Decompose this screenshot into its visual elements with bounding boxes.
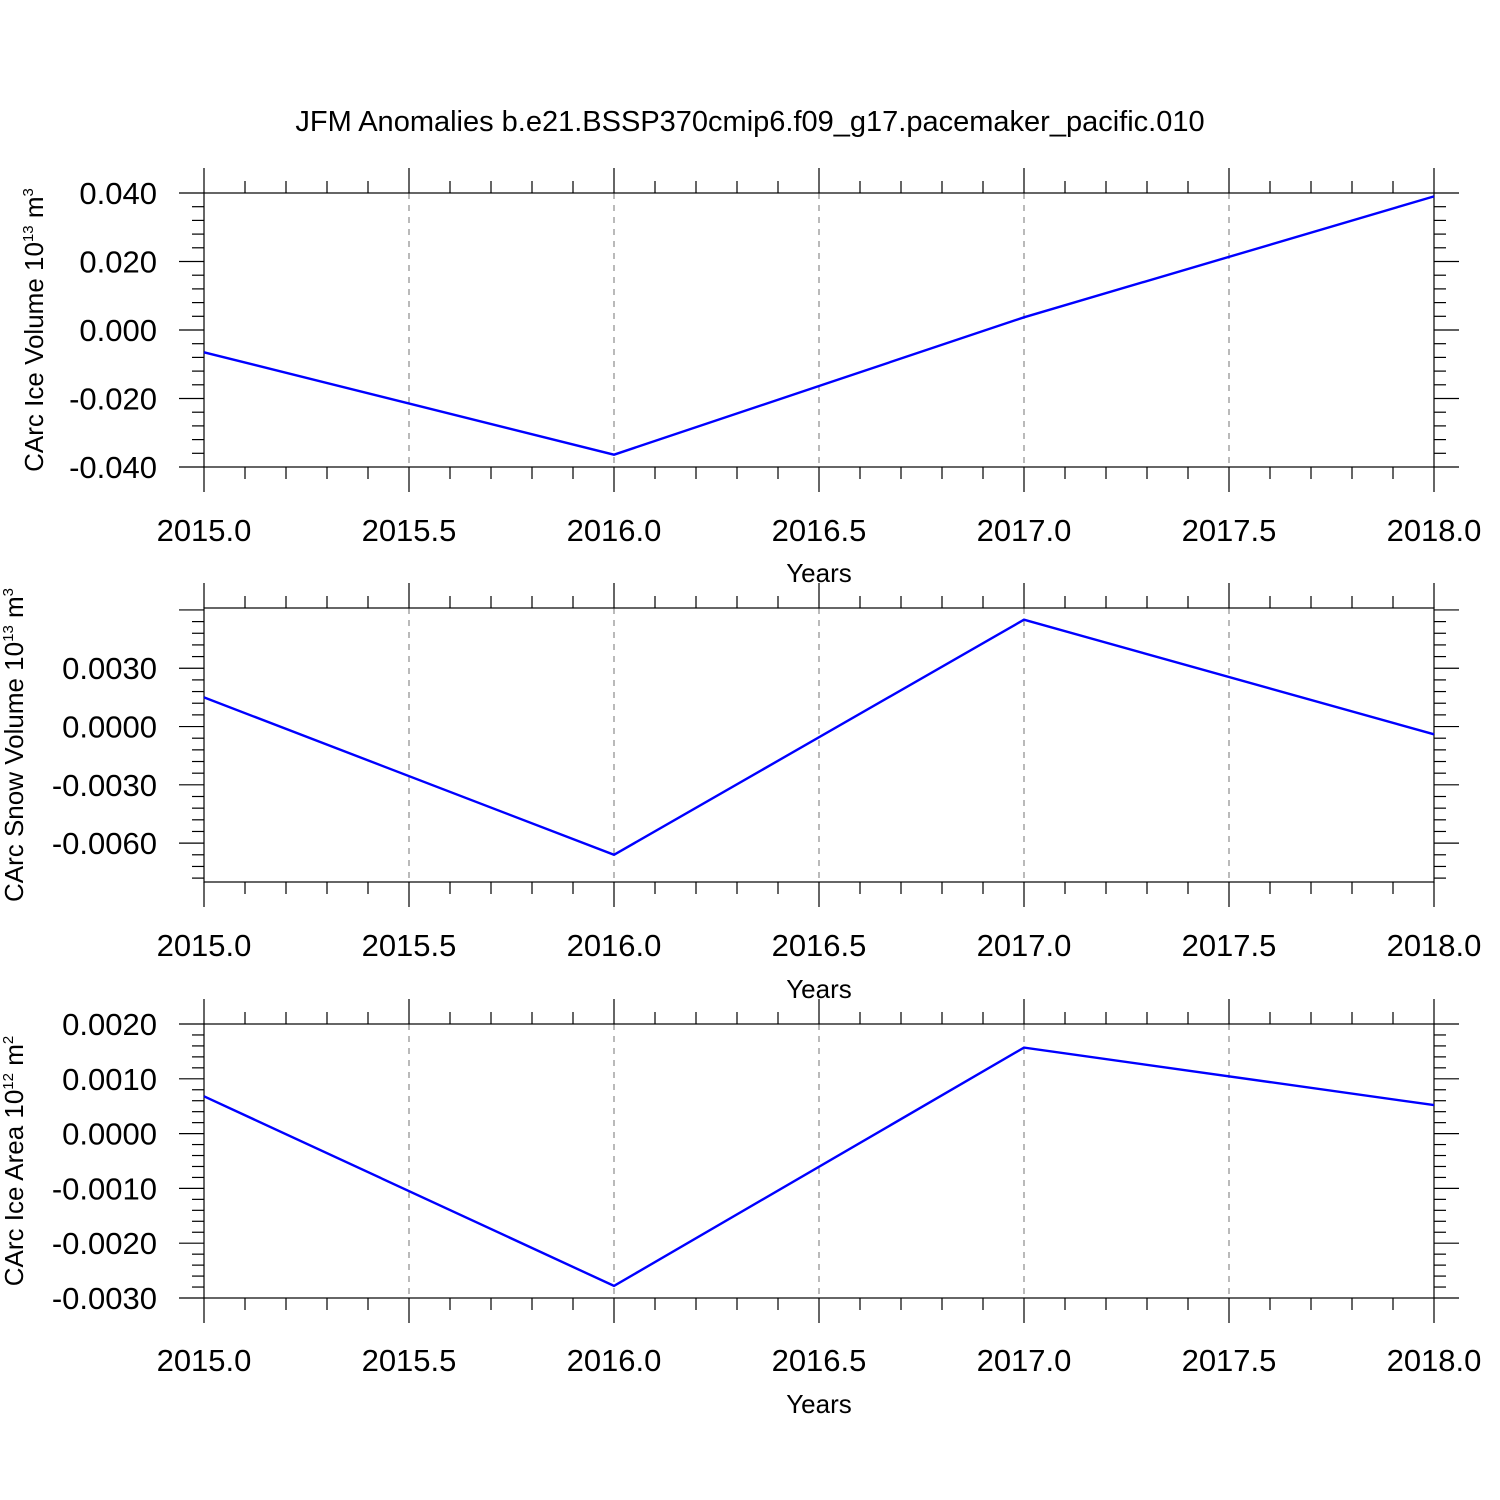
panels: 2015.0 2015.5 2016.0 2016.5 2017.0 2017.5 2018… — [0, 168, 1481, 1419]
x-tick-label: 2016.0 — [567, 928, 662, 963]
y-axis-label-unit: m — [0, 1044, 29, 1073]
panel-3: 2015.0 2015.5 2016.0 2016.5 2017.0 2017.5 2018… — [0, 999, 1481, 1419]
panel-2: 2015.0 2015.5 2016.0 2016.5 2017.0 2017.5 2018… — [0, 583, 1481, 1004]
series-line — [203, 618, 1435, 857]
x-tick-label: 2016.0 — [567, 513, 662, 548]
y-axis-label: CArc Snow Volume 1013 m3 — [0, 588, 29, 902]
series-line — [203, 1046, 1435, 1288]
y-tick-label: 0.000 — [79, 313, 157, 348]
y-tick-label: 0.0000 — [62, 710, 157, 745]
x-tick-label: 2017.0 — [977, 928, 1072, 963]
y-tick-label: 0.040 — [79, 176, 157, 211]
x-tick-label: 2015.0 — [157, 928, 252, 963]
x-tick-label: 2017.0 — [977, 1343, 1072, 1378]
y-tick-label: 0.0030 — [62, 651, 157, 686]
y-tick-label: 0.020 — [79, 245, 157, 280]
x-tick-label: 2015.5 — [362, 513, 457, 548]
y-axis-label-sup2: 3 — [20, 188, 37, 196]
y-tick-label: -0.0060 — [52, 826, 157, 861]
x-tick-label: 2015.5 — [362, 928, 457, 963]
x-tick-label: 2017.5 — [1182, 1343, 1277, 1378]
x-tick-label: 2016.0 — [567, 1343, 662, 1378]
y-axis-label: CArc Ice Area 1012 m2 — [0, 1036, 29, 1286]
y-tick-label: -0.020 — [69, 382, 157, 417]
series-line — [203, 195, 1435, 456]
y-axis-label-text: CArc Ice Volume 10 — [19, 242, 49, 472]
x-tick-label: 2016.5 — [772, 1343, 867, 1378]
y-tick-label: -0.0030 — [52, 1281, 157, 1316]
y-tick-label: -0.0010 — [52, 1171, 157, 1206]
x-tick-label: 2018.0 — [1387, 928, 1482, 963]
x-tick-label: 2015.0 — [157, 513, 252, 548]
y-axis-label-text: CArc Snow Volume 10 — [0, 642, 29, 902]
y-axis-label-sup2: 2 — [0, 1036, 17, 1044]
panel-1: 2015.0 2015.5 2016.0 2016.5 2017.0 2017.5 2018… — [19, 168, 1481, 588]
y-axis-label-text: CArc Ice Area 10 — [0, 1090, 29, 1287]
y-axis-label-unit: m — [19, 196, 49, 225]
y-tick-label: 0.0000 — [62, 1117, 157, 1152]
x-tick-label: 2017.0 — [977, 513, 1072, 548]
x-tick-label: 2015.0 — [157, 1343, 252, 1378]
y-axis-label-unit: m — [0, 596, 29, 625]
figure-title: JFM Anomalies b.e21.BSSP370cmip6.f09_g17… — [295, 106, 1204, 138]
x-tick-label: 2015.5 — [362, 1343, 457, 1378]
y-tick-label: -0.0020 — [52, 1226, 157, 1261]
x-tick-label: 2016.5 — [772, 513, 867, 548]
x-tick-label: 2018.0 — [1387, 1343, 1482, 1378]
y-tick-label: 0.0010 — [62, 1062, 157, 1097]
y-axis-label-sup1: 13 — [20, 225, 37, 242]
y-axis-label-sup1: 12 — [0, 1073, 17, 1090]
y-tick-label: 0.0020 — [62, 1007, 157, 1042]
x-tick-label: 2018.0 — [1387, 513, 1482, 548]
x-tick-label: 2017.5 — [1182, 928, 1277, 963]
y-tick-label: -0.0030 — [52, 768, 157, 803]
y-axis-label-sup1: 13 — [0, 625, 17, 642]
x-tick-label: 2016.5 — [772, 928, 867, 963]
y-axis-label: CArc Ice Volume 1013 m3 — [19, 188, 49, 472]
x-tick-label: 2017.5 — [1182, 513, 1277, 548]
x-axis-label: Years — [786, 1389, 852, 1419]
y-tick-label: -0.040 — [69, 450, 157, 485]
y-axis-label-sup2: 3 — [0, 588, 17, 596]
